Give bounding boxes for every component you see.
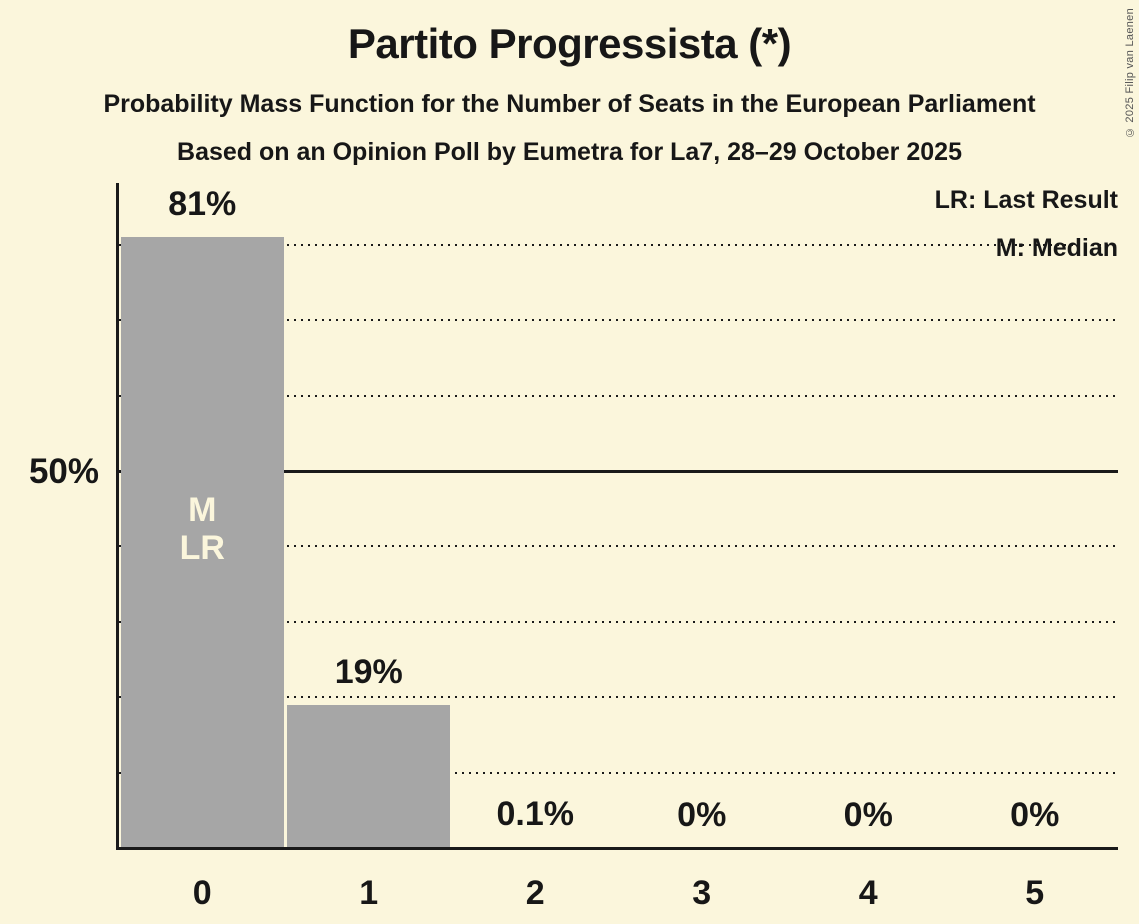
copyright-note: © 2025 Filip van Laenen bbox=[1124, 8, 1136, 139]
gridline-70pct bbox=[119, 319, 1118, 322]
x-axis-line bbox=[116, 846, 1118, 850]
bar-annotation-line: M bbox=[188, 490, 217, 529]
bar-seat-1 bbox=[287, 704, 451, 848]
gridline-80pct bbox=[119, 243, 1118, 246]
gridline-20pct bbox=[119, 696, 1118, 699]
value-label-seat-0: 81% bbox=[168, 185, 237, 224]
y-axis-line bbox=[116, 183, 119, 850]
x-tick-label-3: 3 bbox=[692, 874, 712, 912]
y-axis-label-50pct: 50% bbox=[28, 452, 99, 491]
gridline-60pct bbox=[119, 394, 1118, 397]
x-tick-label-4: 4 bbox=[858, 874, 878, 912]
x-tick-label-5: 5 bbox=[1025, 874, 1045, 912]
gridline-30pct bbox=[119, 620, 1118, 623]
x-tick-label-1: 1 bbox=[359, 874, 379, 912]
value-label-seat-4: 0% bbox=[843, 796, 893, 834]
bar-annotation-line: LR bbox=[179, 528, 225, 567]
gridline-40pct bbox=[119, 545, 1118, 548]
value-label-seat-2: 0.1% bbox=[496, 795, 575, 834]
value-label-seat-3: 0% bbox=[677, 796, 727, 834]
legend-last-result: LR: Last Result bbox=[934, 186, 1118, 214]
majority-line-50pct bbox=[119, 469, 1118, 473]
x-tick-label-2: 2 bbox=[525, 874, 545, 912]
bar-seat-0: M LR bbox=[120, 237, 284, 848]
bar-annotation-median-last-result: M LR bbox=[121, 491, 284, 567]
subtitle-poll: Based on an Opinion Poll by Eumetra for … bbox=[177, 138, 962, 166]
x-tick-label-0: 0 bbox=[192, 874, 212, 912]
value-label-seat-5: 0% bbox=[1010, 796, 1060, 834]
legend-median: M: Median bbox=[995, 234, 1118, 262]
page-title: Partito Progressista (*) bbox=[347, 20, 792, 67]
subtitle-pmf: Probability Mass Function for the Number… bbox=[103, 90, 1036, 118]
gridline-10pct bbox=[119, 771, 1118, 774]
value-label-seat-1: 19% bbox=[334, 652, 403, 691]
